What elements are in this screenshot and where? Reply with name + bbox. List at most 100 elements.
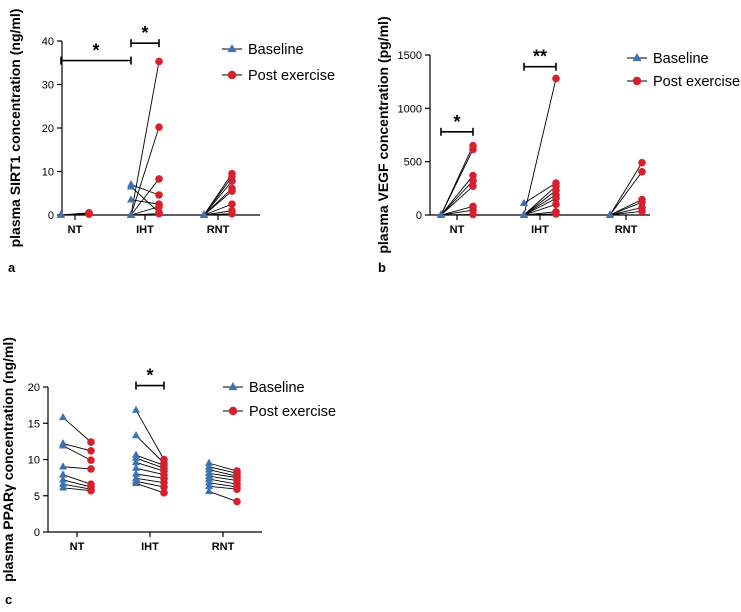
- post-point: [228, 187, 236, 195]
- baseline-point: [205, 481, 213, 490]
- baseline-point: [205, 478, 213, 486]
- legend-baseline-marker: [228, 381, 238, 391]
- pair-line: [130, 186, 160, 213]
- y-tick-label: 20: [42, 123, 54, 135]
- baseline-point: [132, 405, 140, 413]
- y-tick-label: 5: [34, 491, 40, 503]
- post-point: [638, 168, 646, 176]
- y-tick-label: 30: [42, 80, 54, 92]
- panel-label: a: [8, 260, 16, 275]
- panel-label: b: [378, 260, 386, 275]
- legend-baseline-label: Baseline: [249, 380, 305, 396]
- pair-line: [135, 435, 165, 464]
- significance-label: *: [92, 41, 99, 61]
- post-point: [638, 207, 646, 216]
- post-point: [469, 171, 477, 180]
- legend-post-marker: [228, 406, 238, 416]
- pair-line: [523, 78, 557, 216]
- post-point: [155, 57, 163, 66]
- baseline-point: [132, 463, 140, 471]
- pair-line: [609, 201, 643, 216]
- x-tick-label: RNT: [212, 541, 235, 553]
- baseline-point: [132, 478, 140, 487]
- pair-line: [203, 176, 233, 216]
- pair-line: [60, 213, 90, 216]
- baseline-point: [200, 210, 208, 218]
- pair-line: [130, 213, 160, 216]
- x-tick-label: IHT: [136, 224, 154, 236]
- significance-label: *: [453, 112, 460, 132]
- baseline-point: [132, 453, 140, 461]
- y-tick-label: 1000: [398, 103, 422, 115]
- post-point: [160, 489, 168, 497]
- pair-line: [135, 457, 165, 469]
- pair-line: [440, 206, 474, 216]
- x-tick-label: NT: [450, 224, 465, 236]
- pair-line: [440, 149, 474, 216]
- baseline-point: [132, 457, 140, 466]
- baseline-point: [57, 210, 65, 218]
- legend-baseline-marker: [632, 52, 642, 62]
- post-point: [85, 210, 93, 218]
- post-point: [552, 74, 560, 83]
- post-point: [87, 456, 95, 465]
- y-tick-label: 1500: [398, 50, 422, 62]
- legend-baseline-marker: [227, 43, 237, 53]
- post-point: [228, 209, 236, 218]
- post-point: [155, 175, 163, 183]
- post-point: [228, 177, 236, 185]
- baseline-point: [132, 431, 140, 439]
- pair-line: [523, 190, 557, 216]
- post-point: [638, 158, 646, 167]
- pair-line: [523, 198, 557, 216]
- baseline-point: [59, 412, 67, 421]
- legend-baseline-label: Baseline: [653, 51, 709, 67]
- pair-line: [208, 472, 238, 479]
- legend-post-label: Post exercise: [249, 404, 336, 420]
- pair-line: [135, 477, 165, 484]
- post-point: [87, 465, 95, 473]
- pair-line: [208, 466, 238, 474]
- y-tick-label: 0: [34, 527, 40, 539]
- pair-line: [130, 178, 160, 216]
- pair-line: [523, 182, 557, 204]
- panel-c: 0 5 10 15 20 NT IHT RNT plasma PPARγ concentrati…: [0, 337, 336, 607]
- legend-baseline-label: Baseline: [248, 42, 304, 58]
- legend-post-marker: [227, 70, 237, 80]
- pair-line: [203, 213, 233, 216]
- y-tick-label: 0: [48, 210, 54, 222]
- pair-line: [440, 180, 474, 216]
- pair-line: [62, 417, 92, 443]
- baseline-point: [59, 462, 67, 470]
- pair-line: [208, 485, 238, 490]
- post-point: [469, 210, 477, 219]
- pair-line: [440, 209, 474, 216]
- post-point: [469, 145, 477, 154]
- legend-post-label: Post exercise: [653, 74, 740, 90]
- post-point: [552, 194, 560, 203]
- y-axis-label: plasma SIRT1 concentration (ng/ml): [7, 9, 23, 248]
- post-point: [87, 447, 95, 455]
- pair-line: [609, 210, 643, 216]
- pair-line: [609, 207, 643, 216]
- pair-line: [135, 482, 165, 494]
- pair-line: [203, 180, 233, 216]
- baseline-point: [205, 458, 213, 466]
- pair-line: [208, 482, 238, 488]
- pair-line: [62, 443, 92, 452]
- significance-label: **: [533, 47, 547, 67]
- post-point: [155, 123, 163, 131]
- pair-line: [523, 194, 557, 216]
- pair-line: [208, 490, 238, 502]
- y-axis-label: plasma PPARγ concentration (ng/ml): [0, 337, 16, 582]
- pair-line: [135, 473, 165, 479]
- pair-line: [208, 469, 238, 477]
- x-tick-label: RNT: [615, 224, 638, 236]
- y-axis-label: plasma VEGF concentration (pg/ml): [375, 16, 391, 253]
- pair-line: [135, 454, 165, 466]
- y-tick-label: 10: [28, 455, 40, 467]
- baseline-point: [520, 210, 528, 218]
- post-point: [469, 177, 477, 185]
- pair-line: [523, 213, 557, 216]
